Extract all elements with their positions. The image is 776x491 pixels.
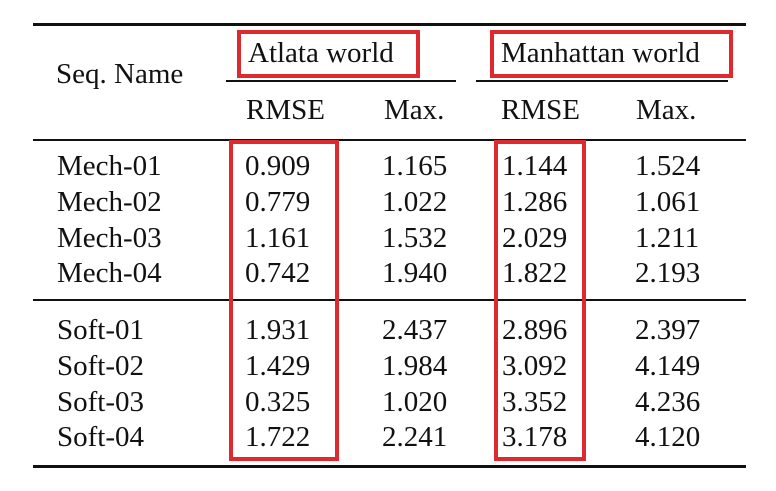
header-rule xyxy=(33,139,746,141)
subheader-max-atlata: Max. xyxy=(384,94,445,126)
cell-manhattan-rmse: 3.352 xyxy=(502,386,568,418)
row-name: Mech-01 xyxy=(57,150,162,182)
cell-manhattan-max: 2.397 xyxy=(635,314,701,346)
cell-manhattan-max: 4.236 xyxy=(635,386,701,418)
cell-atlata-max: 2.241 xyxy=(382,421,448,453)
subheader-max-manhattan: Max. xyxy=(636,94,697,126)
subheader-rmse-manhattan: RMSE xyxy=(501,94,580,126)
seq-name-header: Seq. Name xyxy=(56,58,184,90)
row-name: Mech-04 xyxy=(57,257,162,289)
top-rule xyxy=(33,23,746,26)
cell-atlata-rmse: 0.325 xyxy=(245,386,311,418)
cell-manhattan-max: 2.193 xyxy=(635,257,701,289)
cell-atlata-rmse: 1.931 xyxy=(245,314,311,346)
cell-manhattan-rmse: 3.092 xyxy=(502,350,568,382)
row-name: Soft-02 xyxy=(57,350,144,382)
cell-manhattan-rmse: 2.029 xyxy=(502,222,568,254)
cell-manhattan-rmse: 1.286 xyxy=(502,186,568,218)
row-name: Mech-03 xyxy=(57,222,162,254)
row-name: Soft-04 xyxy=(57,421,144,453)
cell-atlata-rmse: 0.742 xyxy=(245,257,311,289)
group-underline-atlata xyxy=(226,80,456,82)
manhattan-rmse-column-highlight xyxy=(494,140,586,461)
manhattan-header-highlight xyxy=(490,30,733,78)
cell-atlata-rmse: 1.161 xyxy=(245,222,311,254)
atlata-rmse-column-highlight xyxy=(229,140,339,461)
cell-atlata-rmse: 0.779 xyxy=(245,186,311,218)
row-name: Soft-01 xyxy=(57,314,144,346)
row-name: Soft-03 xyxy=(57,386,144,418)
cell-atlata-rmse: 0.909 xyxy=(245,150,311,182)
atlata-header-highlight xyxy=(237,30,420,78)
cell-atlata-max: 2.437 xyxy=(382,314,448,346)
cell-manhattan-max: 4.149 xyxy=(635,350,701,382)
cell-atlata-rmse: 1.722 xyxy=(245,421,311,453)
section-rule xyxy=(33,299,746,301)
cell-manhattan-rmse: 1.822 xyxy=(502,257,568,289)
group-header-atlata: Atlata world xyxy=(248,37,394,69)
bottom-rule xyxy=(33,465,746,468)
subheader-rmse-atlata: RMSE xyxy=(246,94,325,126)
row-name: Mech-02 xyxy=(57,186,162,218)
cell-manhattan-rmse: 2.896 xyxy=(502,314,568,346)
group-header-manhattan: Manhattan world xyxy=(501,37,700,69)
group-underline-manhattan xyxy=(476,80,728,82)
cell-atlata-rmse: 1.429 xyxy=(245,350,311,382)
cell-atlata-max: 1.940 xyxy=(382,257,448,289)
cell-manhattan-rmse: 3.178 xyxy=(502,421,568,453)
cell-atlata-max: 1.984 xyxy=(382,350,448,382)
cell-atlata-max: 1.165 xyxy=(382,150,448,182)
cell-manhattan-rmse: 1.144 xyxy=(502,150,568,182)
cell-manhattan-max: 1.061 xyxy=(635,186,701,218)
cell-atlata-max: 1.020 xyxy=(382,386,448,418)
cell-manhattan-max: 1.524 xyxy=(635,150,701,182)
cell-atlata-max: 1.532 xyxy=(382,222,448,254)
cell-atlata-max: 1.022 xyxy=(382,186,448,218)
cell-manhattan-max: 4.120 xyxy=(635,421,701,453)
cell-manhattan-max: 1.211 xyxy=(635,222,700,254)
